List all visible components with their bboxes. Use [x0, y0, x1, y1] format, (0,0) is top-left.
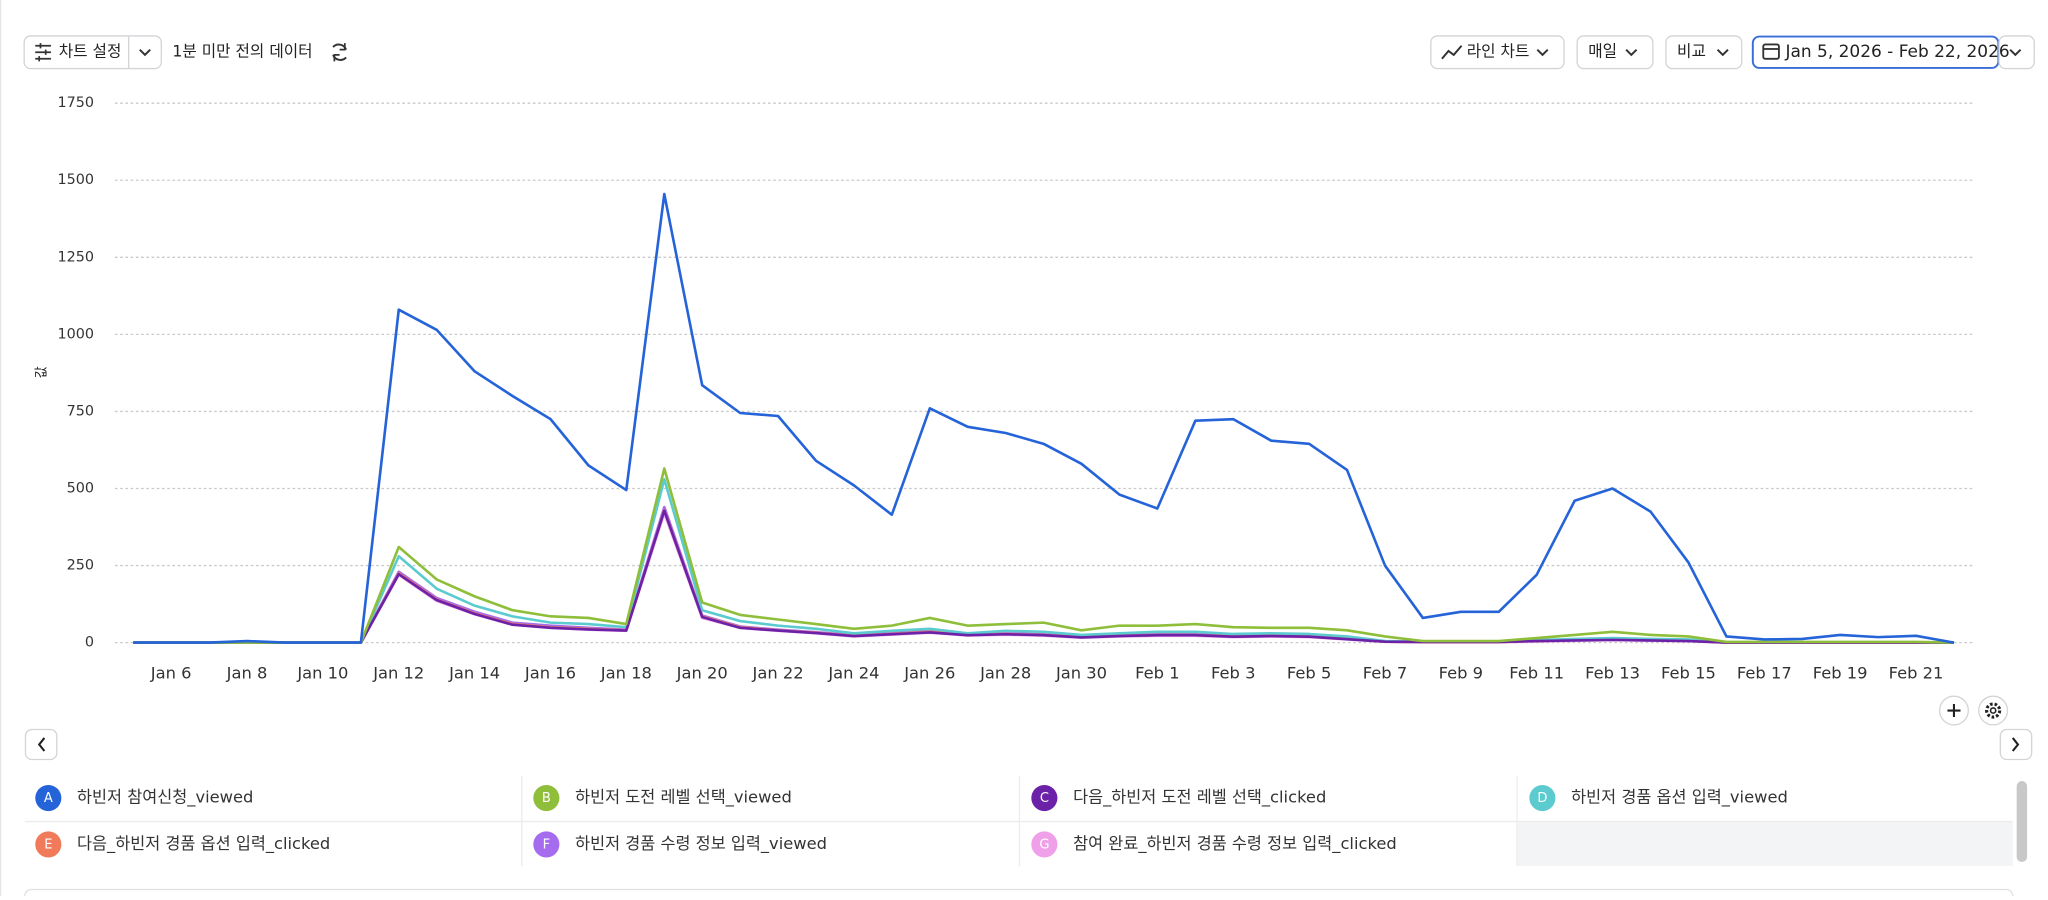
settings-button[interactable] [1978, 695, 2009, 726]
x-tick-label: Jan 22 [752, 663, 804, 682]
legend-swatch [533, 831, 560, 858]
panel-edge [24, 888, 2014, 900]
chart-settings-button[interactable] [23, 35, 162, 70]
date-range-button[interactable] [1751, 35, 2035, 70]
compare-label[interactable]: 비교 [1677, 42, 1706, 61]
y-tick-label: 0 [85, 635, 94, 651]
y-tick-label: 1750 [57, 95, 94, 111]
chart-settings-label[interactable]: 차트 설정 [59, 42, 122, 61]
x-tick-label: Jan 6 [150, 663, 192, 682]
y-tick-label: 250 [67, 558, 94, 574]
x-tick-label: Feb 17 [1737, 663, 1792, 682]
x-tick-label: Feb 1 [1135, 663, 1179, 682]
x-tick-label: Jan 8 [226, 663, 268, 682]
x-tick-label: Jan 12 [372, 663, 424, 682]
legend-badge: C [1040, 791, 1049, 806]
legend-entry[interactable]: 다음_하빈저 도전 레벨 선택_clicked [1073, 788, 1326, 808]
compare-button[interactable] [1665, 35, 1743, 70]
legend: A 하빈저 참여신청_viewed B 하빈저 도전 레벨 선택_viewed C 다음_… [24, 775, 2028, 866]
chart-type-label[interactable]: 라인 차트 [1467, 42, 1530, 61]
x-tick-label: Jan 28 [979, 663, 1031, 682]
interval-button[interactable] [1576, 35, 1654, 70]
legend-entry[interactable]: 하빈저 도전 레벨 선택_viewed [575, 788, 792, 808]
legend-swatch [533, 784, 560, 812]
y-axis-label: 값 [34, 366, 49, 378]
legend-badge: B [542, 791, 551, 806]
x-tick-label: Feb 11 [1509, 663, 1564, 682]
x-tick-label: Feb 19 [1813, 663, 1868, 682]
x-tick-label: Jan 26 [903, 663, 955, 682]
x-tick-label: Jan 18 [600, 663, 652, 682]
y-tick-label: 1500 [57, 172, 94, 188]
freshness-text: 1분 미만 전의 데이터 [172, 42, 312, 61]
legend-badge: D [1537, 791, 1547, 806]
legend-swatch [1529, 784, 1556, 812]
legend-entry[interactable]: 하빈저 경품 옵션 입력_viewed [1571, 788, 1788, 808]
x-tick-label: Jan 14 [448, 663, 500, 682]
legend-swatch [1031, 784, 1058, 812]
legend-badge: F [543, 838, 551, 853]
legend-swatch [35, 831, 62, 858]
refresh-icon[interactable] [332, 43, 348, 62]
next-page-button[interactable] [1999, 728, 2033, 761]
date-range-label[interactable]: Jan 5, 2026 - Feb 22, 2026 [1784, 42, 2009, 62]
x-tick-label: Jan 10 [296, 663, 348, 682]
chart-type-button[interactable] [1430, 35, 1565, 70]
x-tick-label: Feb 15 [1661, 663, 1716, 682]
add-button[interactable] [1938, 695, 1969, 726]
legend-badge: A [44, 791, 53, 806]
legend-badge: E [44, 838, 52, 853]
legend-swatch [35, 784, 62, 812]
legend-badge: G [1039, 838, 1049, 853]
x-tick-label: Feb 13 [1585, 663, 1640, 682]
x-tick-label: Jan 16 [524, 663, 576, 682]
x-tick-label: Jan 20 [676, 663, 728, 682]
series-line [133, 192, 1955, 644]
x-tick-label: Feb 9 [1439, 663, 1483, 682]
x-tick-label: Feb 7 [1363, 663, 1407, 682]
x-tick-label: Feb 21 [1889, 663, 1944, 682]
legend-swatch [1031, 831, 1058, 858]
prev-page-button[interactable] [24, 728, 58, 761]
series-line [133, 467, 1954, 644]
x-tick-label: Feb 5 [1287, 663, 1331, 682]
x-tick-label: Feb 3 [1211, 663, 1255, 682]
y-tick-label: 1000 [57, 326, 94, 342]
interval-label[interactable]: 매일 [1588, 42, 1617, 61]
y-tick-label: 1250 [57, 249, 94, 265]
series-line [133, 509, 1954, 644]
x-tick-label: Jan 30 [1055, 663, 1107, 682]
legend-entry[interactable]: 하빈저 참여신청_viewed [77, 788, 253, 808]
plot-area: 0 250 500 750 1000 1250 1500 1750 값 Jan 6 Jan 8 Jan… [34, 95, 1973, 682]
scrollbar[interactable] [2016, 781, 2028, 863]
legend-entry[interactable]: 하빈저 경품 수령 정보 입력_viewed [575, 834, 827, 854]
legend-entry[interactable]: 다음_하빈저 경품 옵션 입력_clicked [77, 834, 330, 854]
y-tick-label: 750 [67, 403, 94, 419]
x-tick-label: Jan 24 [827, 663, 879, 682]
series-line [133, 477, 1954, 644]
legend-entry[interactable]: 참여 완료_하빈저 경품 수령 정보 입력_clicked [1073, 834, 1397, 854]
y-tick-label: 500 [67, 480, 94, 496]
